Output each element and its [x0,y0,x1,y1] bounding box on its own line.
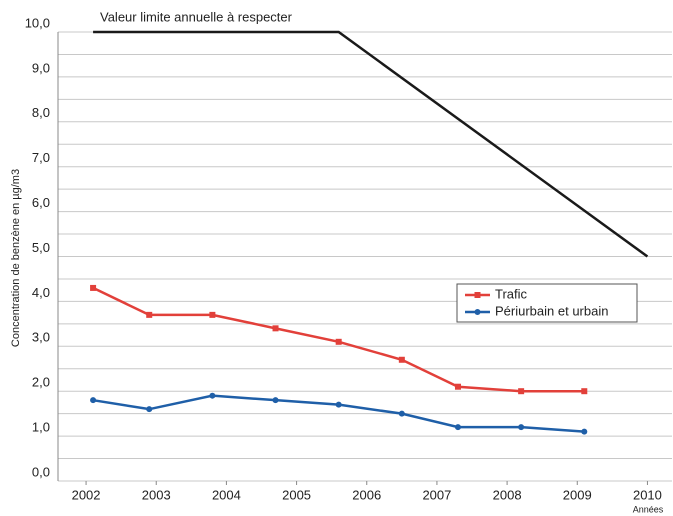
legend-label: Trafic [495,286,528,301]
y-tick-label: 5,0 [32,240,50,255]
x-tick-label: 2004 [212,487,241,502]
y-tick-label: 10,0 [25,15,50,30]
legend-label: Périurbain et urbain [495,303,608,318]
y-tick-label: 2,0 [32,375,50,390]
x-tick-label: 2003 [142,487,171,502]
legend-marker [474,309,481,315]
point [518,388,525,395]
point [398,356,405,363]
point [518,424,525,431]
point [398,410,405,417]
y-tick-label: 6,0 [32,195,50,210]
point [146,311,153,318]
x-axis-label: Années [633,504,664,514]
x-tick-label: 2008 [493,487,522,502]
point [272,325,279,332]
legend-marker [474,292,481,298]
y-tick-label: 8,0 [32,105,50,120]
point [335,338,342,345]
limit-annotation: Valeur limite annuelle à respecter [100,9,293,24]
legend-box [456,283,638,323]
point [90,397,97,404]
point [581,388,588,395]
point [272,397,279,404]
y-tick-label: 1,0 [32,420,50,435]
y-tick-label: 3,0 [32,330,50,345]
point [209,392,216,399]
x-tick-label: 2005 [282,487,311,502]
point [335,401,342,408]
limit-line [93,30,649,258]
y-axis-label: Concentration de benzène en µg/m3 [10,169,22,347]
y-tick-label: 9,0 [32,60,50,75]
point [454,424,461,431]
x-tick-label: 2002 [72,487,101,502]
point [454,383,461,390]
y-tick-label: 7,0 [32,150,50,165]
x-tick-label: 2006 [352,487,381,502]
point [146,406,153,413]
x-tick-label: 2010 [633,487,662,502]
x-tick-label: 2007 [422,487,451,502]
legend: Trafic Périurbain et urbain [456,283,638,323]
y-tick-label: 4,0 [32,285,50,300]
x-tick-label: 2009 [563,487,592,502]
point [581,428,588,435]
y-tick-label: 0,0 [32,464,50,479]
point [90,284,97,291]
point [209,311,216,318]
